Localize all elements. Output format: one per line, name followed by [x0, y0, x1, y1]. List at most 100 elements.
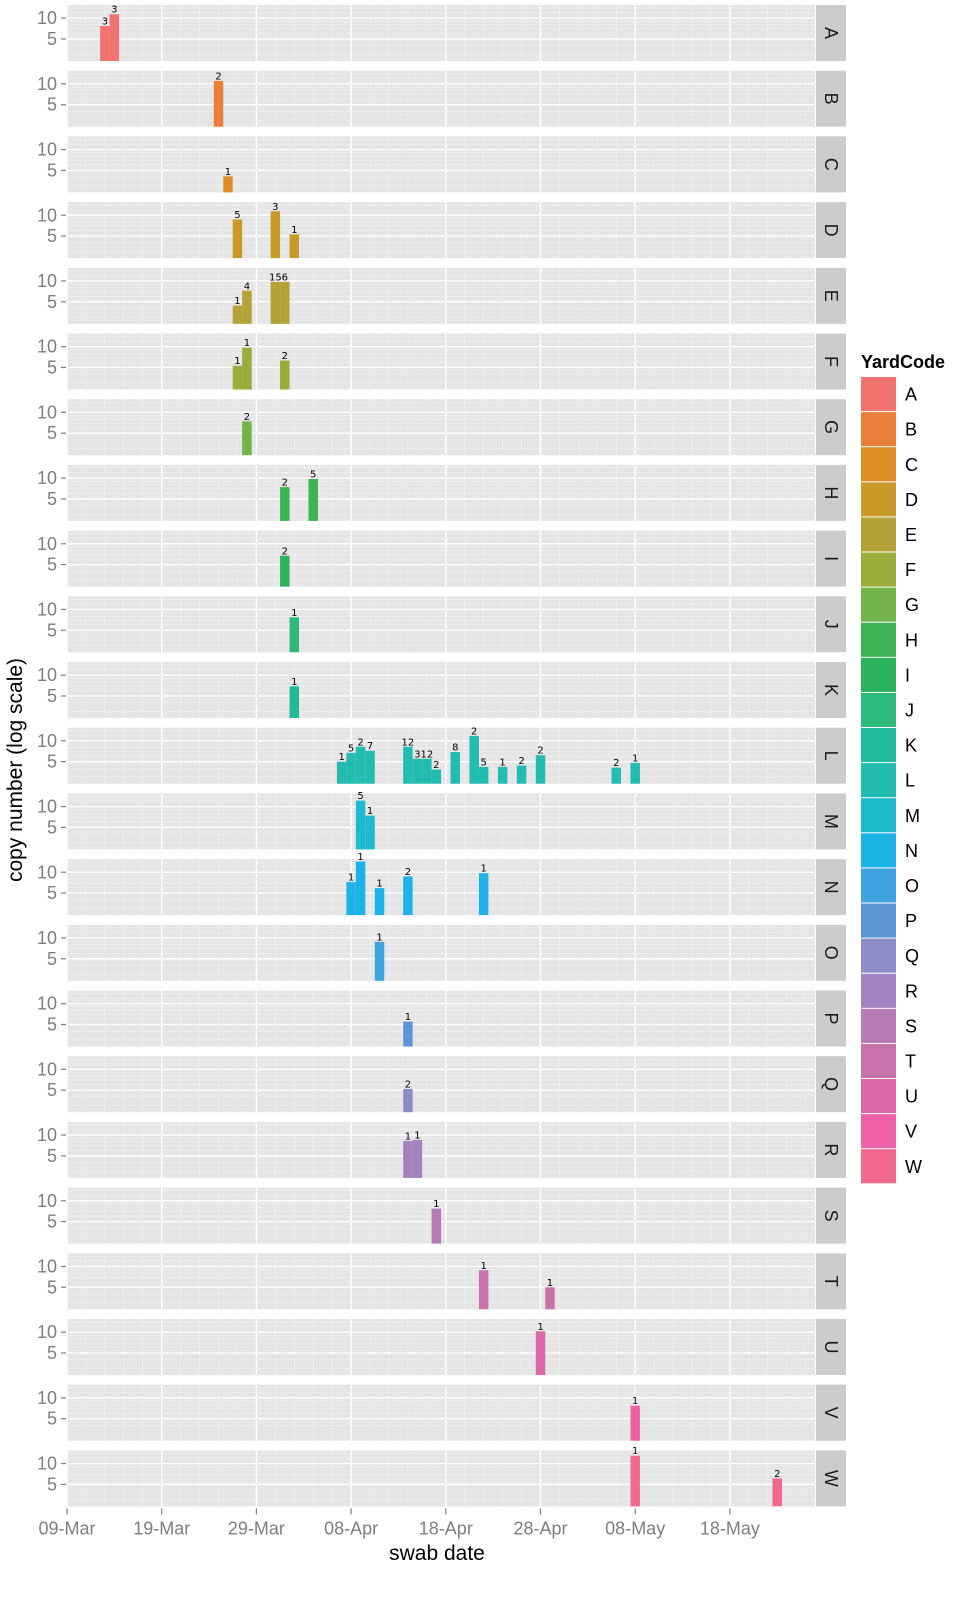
panel-background	[67, 202, 815, 259]
y-tick-label: 5	[47, 620, 57, 640]
legend-swatch	[861, 798, 896, 833]
y-tick-label: 10	[37, 1322, 57, 1342]
panel-background	[67, 1253, 815, 1310]
bar-count-label: 1	[225, 167, 231, 178]
bar	[630, 1455, 640, 1507]
bar-count-label: 2	[433, 760, 439, 771]
bar-count-label: 1	[632, 753, 638, 764]
y-tick-label: 5	[47, 29, 57, 49]
panel-background	[67, 1319, 815, 1375]
bar	[242, 290, 252, 324]
facet-panel-j: 105 1 J	[37, 596, 846, 653]
legend-label: H	[905, 630, 918, 650]
facet-strip	[816, 70, 846, 127]
y-tick-label: 10	[37, 862, 57, 882]
bar	[516, 765, 527, 784]
bar	[422, 758, 432, 784]
bar-count-label: 1	[405, 1012, 411, 1023]
bar	[365, 815, 375, 850]
bar-count-label: 1	[291, 677, 297, 688]
legend-item-v: V	[861, 1114, 917, 1149]
legend-label: W	[905, 1157, 922, 1177]
y-tick-label: 10	[37, 731, 57, 751]
bar	[535, 1331, 546, 1375]
facet-panel-w: 105 1 2 W	[37, 1446, 846, 1507]
bar-count-label: 1	[480, 1261, 486, 1272]
legend-swatch	[861, 763, 896, 798]
facet-strip-label: I	[821, 556, 841, 561]
bar	[403, 1088, 413, 1113]
legend-swatch	[861, 657, 896, 692]
facet-strip	[816, 662, 846, 718]
legend-item-k: K	[861, 728, 917, 763]
y-tick-label: 5	[47, 1080, 57, 1100]
facet-panel-s: 105 1 S	[37, 1187, 846, 1244]
y-tick-label: 5	[47, 883, 57, 903]
bar	[611, 767, 621, 784]
legend-label: C	[905, 455, 918, 475]
legend-item-t: T	[861, 1043, 916, 1078]
legend-label: F	[905, 560, 916, 580]
bar-count-label: 5	[480, 757, 486, 768]
facet-strip-label: C	[821, 158, 841, 171]
bar	[280, 555, 290, 587]
bar	[270, 281, 281, 324]
y-tick-label: 5	[47, 160, 57, 180]
facet-strip-label: H	[821, 486, 841, 499]
bar	[242, 347, 252, 390]
panel-background	[67, 333, 815, 390]
panel-background	[67, 530, 815, 587]
bar	[109, 14, 120, 61]
facet-strip	[816, 596, 846, 653]
y-tick-label: 10	[37, 599, 57, 619]
legend-swatch	[861, 692, 896, 727]
facet-panel-i: 105 2 I	[37, 530, 846, 587]
bar-count-label: 1	[480, 864, 486, 875]
bar-count-label: 12	[402, 737, 415, 748]
bar	[535, 755, 546, 784]
bar-count-label: 2	[405, 867, 411, 878]
y-tick-label: 5	[47, 1409, 57, 1429]
facet-strip-label: E	[821, 290, 841, 302]
bar-count-label: 1	[367, 806, 373, 817]
bar	[308, 478, 318, 521]
y-tick-label: 10	[37, 140, 57, 160]
y-tick-label: 5	[47, 817, 57, 837]
bar-count-label: 1	[405, 1132, 411, 1143]
legend-label: V	[905, 1122, 917, 1142]
facet-panel-r: 105 1 1 R	[37, 1121, 846, 1178]
facet-strip-label: S	[821, 1210, 841, 1222]
facet-strip	[816, 793, 846, 850]
legend-swatch	[861, 447, 896, 482]
legend-item-b: B	[861, 412, 917, 447]
bar-count-label: 1	[244, 338, 250, 349]
y-tick-label: 5	[47, 226, 57, 246]
bar	[232, 365, 243, 390]
legend-item-q: Q	[861, 938, 919, 973]
y-tick-label: 10	[37, 271, 57, 291]
bar-count-label: 2	[244, 412, 250, 423]
bar	[280, 360, 290, 390]
facet-strip-label: T	[821, 1276, 841, 1287]
facet-strip	[816, 136, 846, 193]
bar	[403, 1141, 413, 1178]
bar	[355, 746, 366, 784]
bar-count-label: 2	[215, 71, 221, 82]
legend-label: J	[905, 700, 914, 720]
y-tick-label: 5	[47, 1474, 57, 1494]
bar	[403, 876, 413, 916]
facet-strip	[816, 399, 846, 456]
y-tick-label: 10	[37, 8, 57, 28]
facet-panel-v: 105 1 V	[37, 1384, 846, 1441]
bar-count-label: 15	[269, 272, 282, 283]
legend-label: S	[905, 1016, 917, 1036]
legend-label: P	[905, 911, 917, 931]
bar	[545, 1287, 555, 1310]
facet-panel-a: 105 33 A	[37, 5, 846, 61]
facet-strip	[816, 5, 846, 61]
facet-strip	[816, 1056, 846, 1113]
legend-swatch	[861, 1149, 896, 1184]
facet-strip-label: N	[821, 881, 841, 894]
bar	[223, 176, 233, 193]
